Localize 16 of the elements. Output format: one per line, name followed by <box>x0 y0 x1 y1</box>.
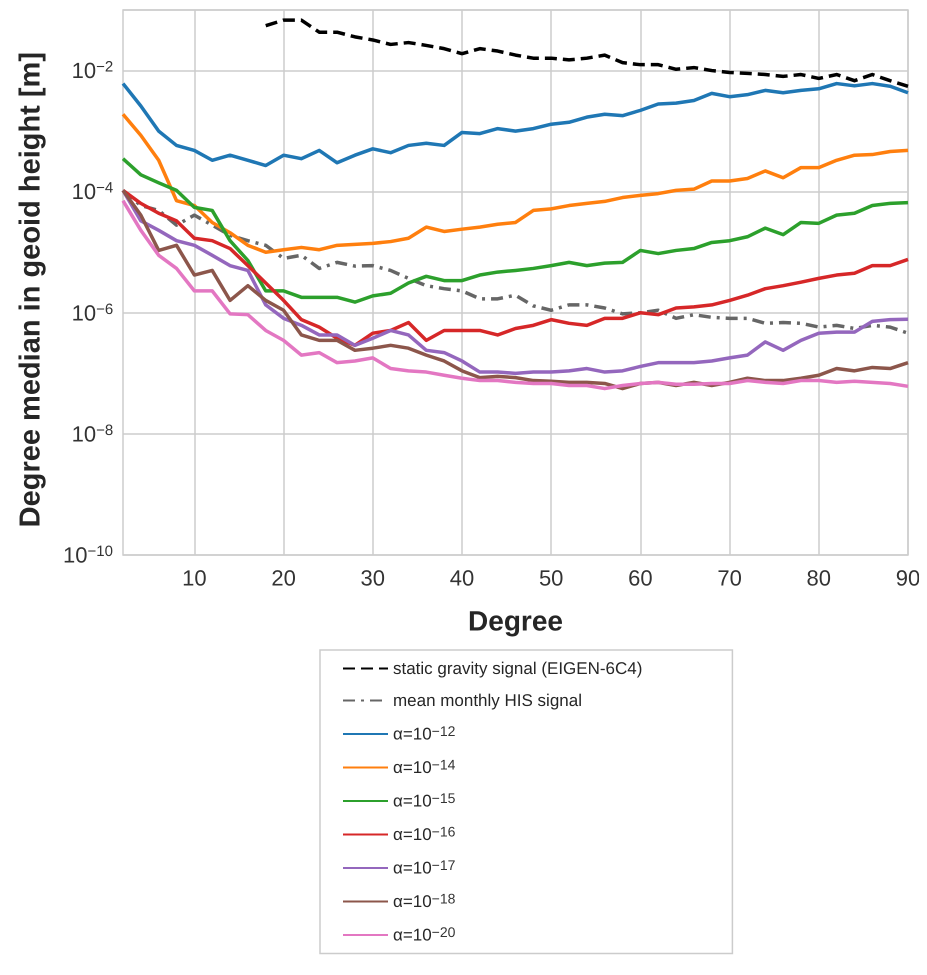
x-tick-label: 40 <box>450 566 474 590</box>
x-tick-label: 30 <box>360 566 386 590</box>
x-axis-title: Degree <box>468 606 563 636</box>
y-axis-title: Degree median in geoid height [m] <box>14 52 46 528</box>
x-tick-label: 70 <box>717 566 742 590</box>
line-series <box>121 156 910 304</box>
legend-label: mean monthly HIS signal <box>393 691 582 710</box>
x-tick-label: 80 <box>806 566 832 590</box>
line-series <box>264 18 910 88</box>
line-series <box>121 112 910 254</box>
x-tick-label: 60 <box>628 566 653 590</box>
x-tick-label: 20 <box>271 566 296 590</box>
line-series <box>121 82 910 168</box>
legend-label: static gravity signal (EIGEN-6C4) <box>393 659 642 678</box>
x-tick-label: 10 <box>182 566 207 590</box>
x-tick-label: 50 <box>538 566 564 590</box>
